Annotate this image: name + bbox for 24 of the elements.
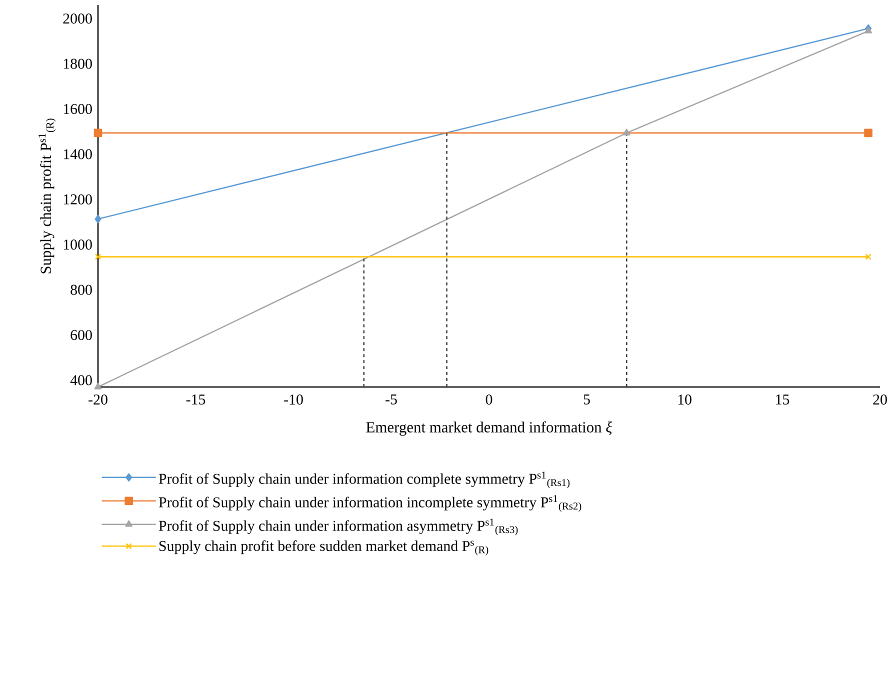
x-tick-label: -10 [284, 394, 303, 405]
y-tick-label: 2000 [63, 14, 92, 24]
y-tick-label: 1400 [64, 149, 92, 160]
y-tick-label: 1000 [64, 240, 92, 250]
y-tick-label: 1600 [64, 104, 92, 114]
y-tick-label: 1200 [64, 194, 92, 204]
legend-label: Profit of Supply chain under information incomplete symmetry P$^{s1}$(Rs2) [158, 495, 582, 512]
x-tick-label: 10 [678, 394, 692, 405]
y-axis-title: Supply chain profit P$^{s1}$(R) [38, 118, 56, 274]
x-tick-label: -15 [186, 394, 206, 405]
legend-label: Supply chain profit before sudden market demand P$^{s}$(R) [159, 540, 488, 556]
x-tick-label: -20 [88, 394, 108, 405]
legend-label: Profit of Supply chain under information asymmetry P$^{s1}$(Rs3) [158, 518, 518, 536]
y-tick-label: 400 [70, 375, 92, 386]
y-tick-label: 800 [70, 284, 92, 295]
x-axis-title: Emergent market demand information ξ [366, 421, 612, 436]
x-tick-label: 5 [584, 394, 590, 404]
y-tick-label: 1800 [64, 58, 92, 69]
y-tick-label: 600 [70, 330, 92, 340]
x-tick-label: 20 [873, 394, 887, 405]
x-tick-label: 0 [486, 394, 492, 405]
x-tick-label: -5 [386, 394, 397, 404]
legend-label: Profit of Supply chain under information complete symmetry P$^{s1}$(Rs1) [158, 472, 570, 488]
x-tick-label: 15 [776, 394, 790, 405]
